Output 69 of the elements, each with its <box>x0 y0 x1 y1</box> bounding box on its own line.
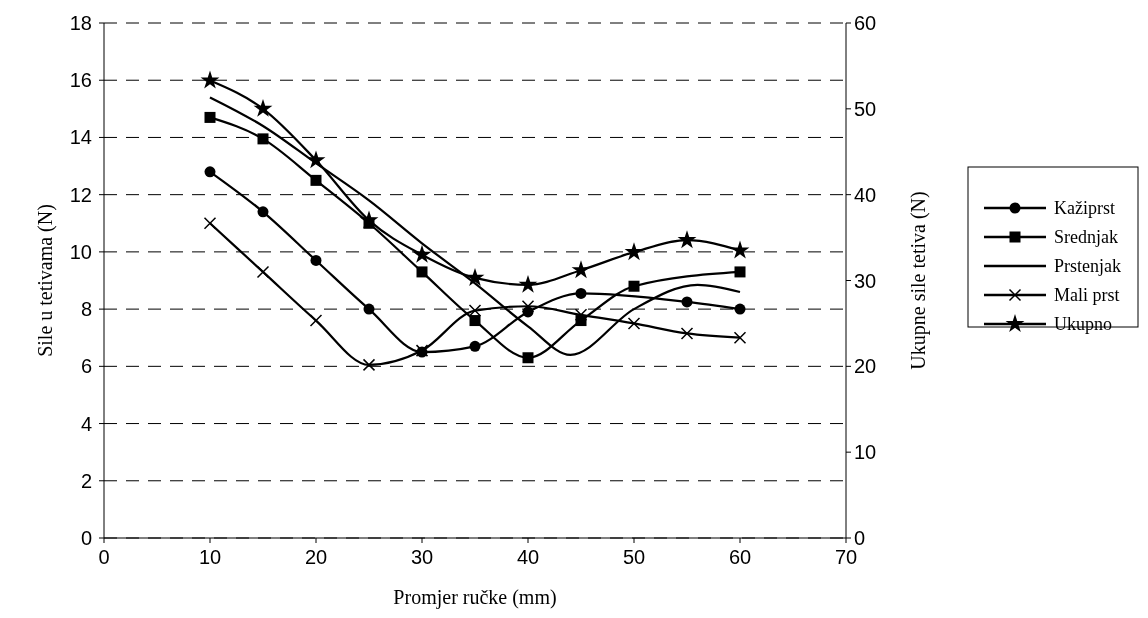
y-tick-label: 4 <box>80 412 92 435</box>
legend-label: Kažiprst <box>1054 198 1115 218</box>
point <box>412 244 432 263</box>
point <box>730 240 750 259</box>
x-tick-label: 70 <box>834 546 858 568</box>
point <box>362 358 376 372</box>
point <box>677 230 697 249</box>
point <box>359 210 379 229</box>
x-tick-label: 30 <box>410 546 434 568</box>
legend-label: Ukupno <box>1054 314 1112 334</box>
point <box>310 254 322 266</box>
y2-tick-label: 50 <box>854 97 877 120</box>
point <box>363 303 375 315</box>
y2-tick-label: 40 <box>854 183 877 206</box>
point <box>628 280 640 292</box>
x-tick-label: 60 <box>728 546 752 568</box>
point <box>310 174 322 186</box>
legend-label: Mali prst <box>1054 285 1120 305</box>
y2-tick-label: 0 <box>854 527 866 549</box>
point <box>200 70 220 89</box>
point <box>627 317 641 330</box>
point <box>204 111 216 123</box>
y2-axis-title: Ukupne sile tetiva (N) <box>907 191 930 370</box>
y-tick-label: 14 <box>69 126 92 149</box>
y-axis-title: Sile u tetivama (N) <box>34 204 57 357</box>
y2-tick-label: 30 <box>854 269 877 292</box>
y2-tick-label: 60 <box>854 12 877 34</box>
y2-tick-label: 20 <box>854 355 877 378</box>
point <box>681 296 693 308</box>
y-tick-label: 10 <box>69 240 92 263</box>
point <box>468 304 482 317</box>
point <box>306 150 326 169</box>
point <box>309 314 323 327</box>
y-tick-label: 8 <box>80 298 92 321</box>
y2-tick-label: 10 <box>854 441 877 464</box>
point <box>680 327 694 340</box>
point <box>203 217 217 230</box>
point <box>521 300 535 313</box>
legend-label: Prstenjak <box>1054 256 1121 276</box>
point <box>571 260 591 279</box>
point <box>416 266 428 278</box>
point <box>204 166 216 178</box>
y-tick-label: 18 <box>69 12 92 34</box>
point <box>465 268 485 286</box>
point <box>257 133 269 145</box>
point <box>624 242 644 261</box>
point <box>256 265 270 279</box>
y-tick-label: 6 <box>80 355 92 378</box>
x-tick-label: 10 <box>198 546 222 568</box>
y-tick-label: 12 <box>69 183 92 206</box>
point <box>469 340 481 352</box>
point <box>469 315 481 327</box>
point <box>733 331 747 344</box>
y-tick-label: 2 <box>80 469 92 492</box>
point <box>734 303 746 315</box>
x-axis-title: Promjer ručke (mm) <box>393 586 557 609</box>
x-tick-label: 50 <box>622 546 646 568</box>
y-tick-label: 0 <box>80 527 92 549</box>
x-tick-label: 40 <box>516 546 540 568</box>
y-tick-label: 16 <box>69 69 92 92</box>
x-tick-label: 0 <box>98 546 110 568</box>
point <box>522 352 534 364</box>
point <box>257 206 269 218</box>
x-tick-label: 20 <box>304 546 328 568</box>
point <box>575 287 587 299</box>
point <box>734 266 746 278</box>
point <box>518 274 538 293</box>
legend-label: Srednjak <box>1054 227 1118 247</box>
point <box>253 98 273 117</box>
